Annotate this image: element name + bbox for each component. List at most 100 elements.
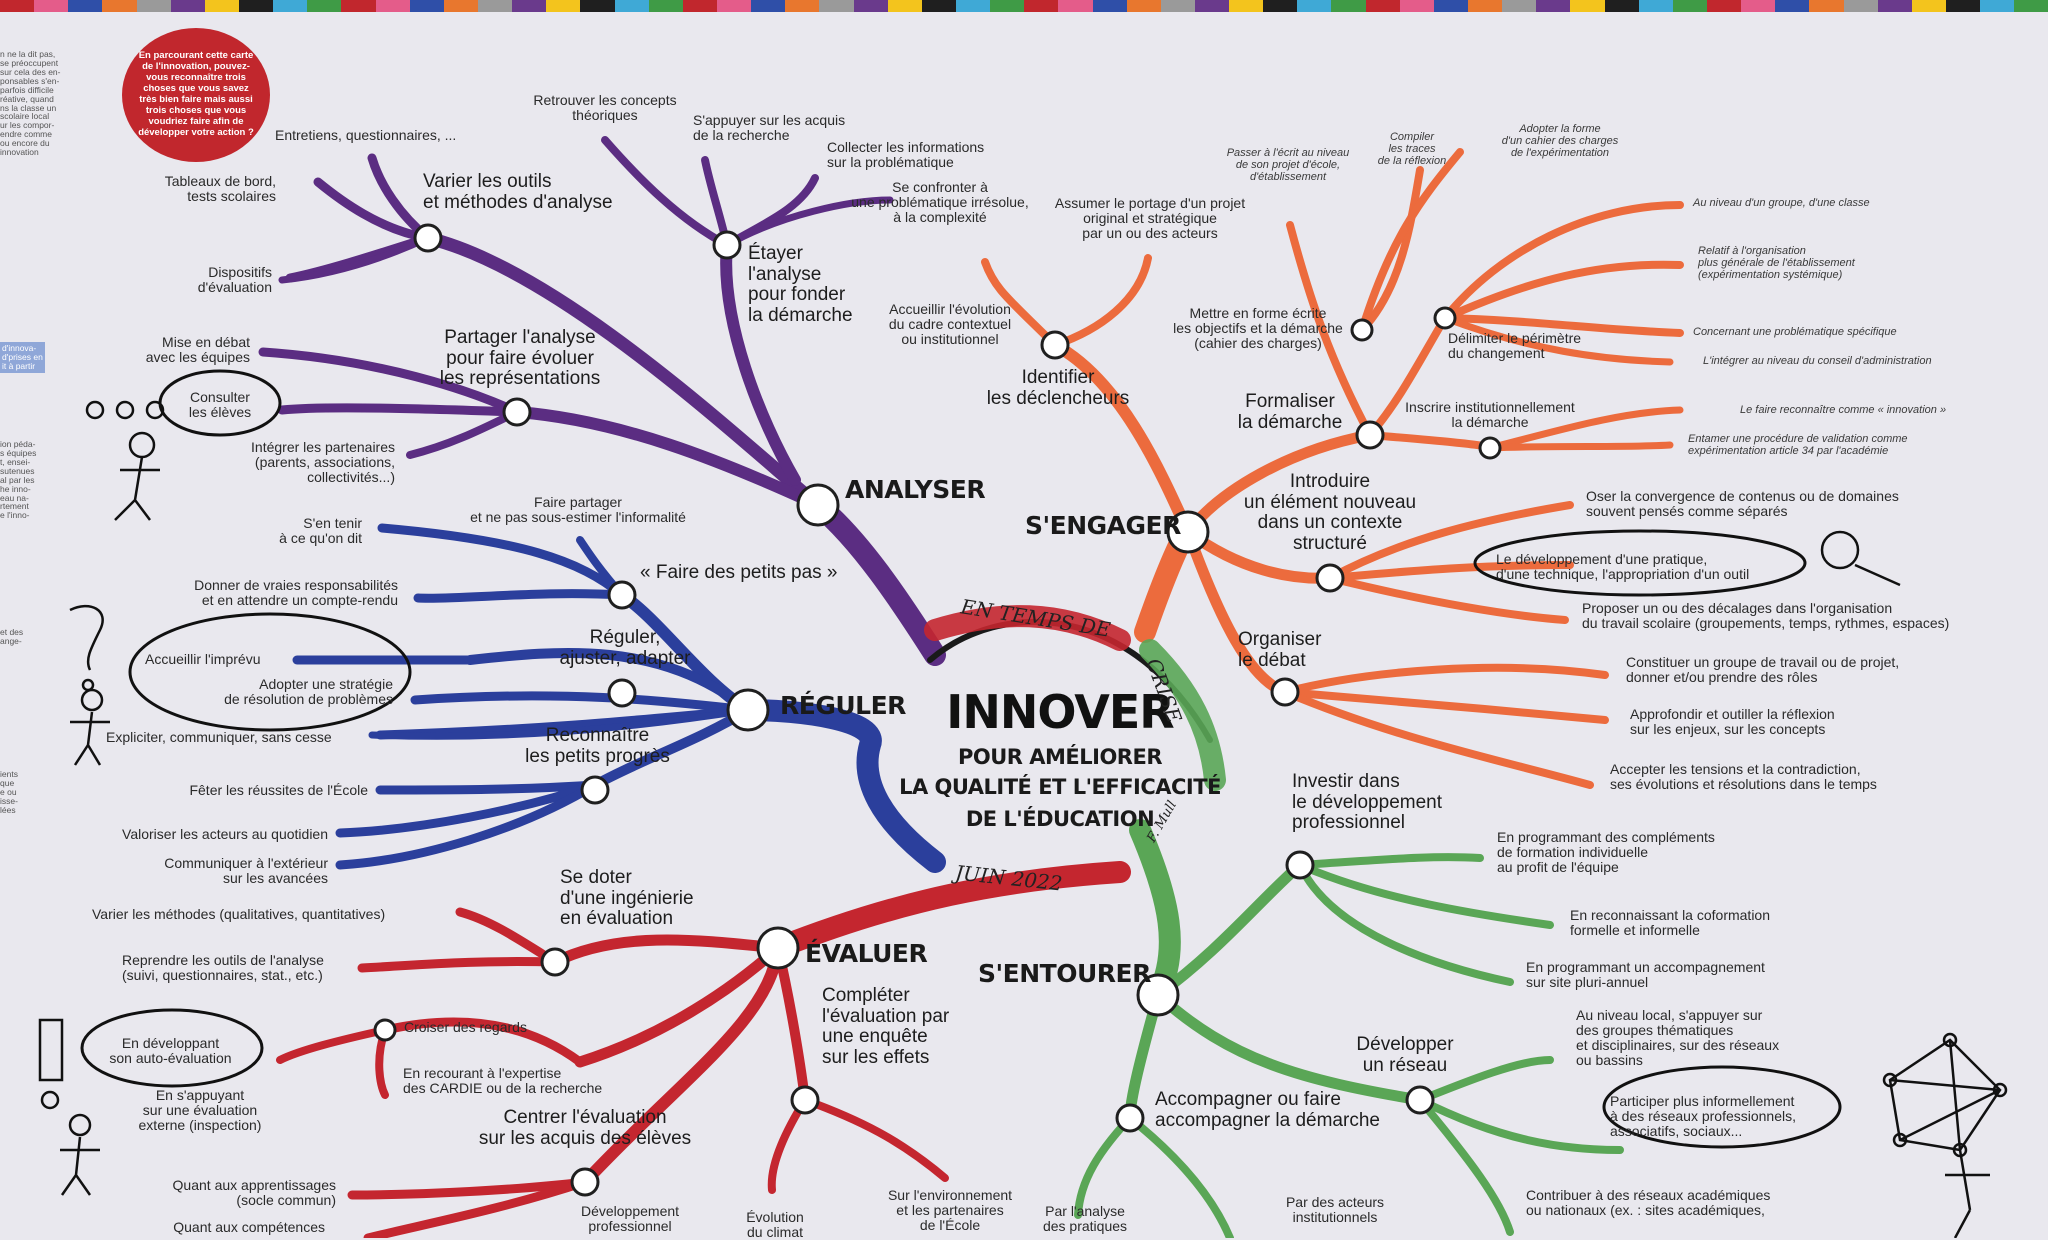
color-strip-swatch	[921, 0, 956, 12]
color-strip-swatch	[1741, 0, 1776, 12]
leaf-varier-methodes: Varier les méthodes (qualitatives, quant…	[92, 906, 386, 922]
center-subtitle-1: POUR AMÉLIORER	[957, 745, 1163, 769]
leaf-inscrire-institutionnellement: Inscrire institutionnellement la démarch…	[1405, 399, 1575, 431]
branch-label-evaluer: ÉVALUER	[805, 939, 928, 968]
color-strip-swatch	[1058, 0, 1093, 12]
leaf-accueillir-evolution: Accueillir l'évolution du cadre contextu…	[888, 301, 1012, 348]
color-strip-swatch	[1911, 0, 1947, 12]
node-developper-reseau: Développer un réseau	[1356, 1034, 1454, 1076]
leaf-environnement: Sur l'environnement et les partenaires d…	[887, 1187, 1013, 1234]
leaf-portage-projet: Assumer le portage d'un projet original …	[1054, 195, 1246, 242]
branch-sentourer	[1074, 819, 1624, 1238]
color-strip-swatch	[1707, 0, 1742, 12]
color-strip-swatch	[273, 0, 308, 12]
node-accompagner-demarche: Accompagner ou faire accompagner la déma…	[1155, 1089, 1380, 1131]
color-strip-swatch	[853, 0, 888, 12]
node-investir-developpement: Investir dans le développement professio…	[1292, 771, 1442, 834]
branch-evaluer	[276, 861, 1131, 1238]
color-strip-swatch	[716, 0, 752, 12]
color-strip-swatch	[1843, 0, 1878, 12]
color-strip-swatch	[1399, 0, 1434, 12]
leaf-niveau-local: Au niveau local, s'appuyer sur des group…	[1576, 1007, 1780, 1069]
leaf-strategie: Adopter une stratégie de résolution de p…	[224, 676, 393, 708]
color-strip-swatch	[1160, 0, 1195, 12]
color-strip-swatch	[887, 0, 922, 12]
leaf-feter-reussites: Fêter les réussites de l'École	[189, 782, 368, 798]
color-strip-swatch	[136, 0, 171, 12]
leaf-accueillir-imprevu: Accueillir l'imprévu	[145, 651, 261, 667]
leaf-informalite: Faire partager et ne pas sous-estimer l'…	[470, 494, 686, 526]
color-strip-swatch	[785, 0, 820, 12]
leaf-appuyer-recherche: S'appuyer sur les acquis de la recherche	[693, 112, 846, 144]
leaf-integrer-partenaires: Intégrer les partenaires (parents, assoc…	[251, 439, 395, 486]
color-strip-swatch	[375, 0, 410, 12]
crisis-arc-red	[924, 605, 1131, 651]
leaf-valoriser-acteurs: Valoriser les acteurs au quotidien	[122, 826, 328, 842]
leaf-constituer-groupe: Constituer un groupe de travail ou de pr…	[1626, 654, 1900, 686]
node-croiser-regards: Croiser des regards	[404, 1019, 527, 1035]
color-strip-swatch	[648, 0, 683, 12]
color-strip-swatch	[443, 0, 478, 12]
leaf-passer-ecrit: Passer à l'écrit au niveau de son projet…	[1226, 147, 1350, 183]
color-strip-swatch	[955, 0, 991, 12]
color-strip-swatch	[1365, 0, 1400, 12]
color-strip-swatch	[0, 0, 35, 12]
branch-label-reguler: RÉGULER	[780, 691, 906, 720]
leaf-accompagnement-site: En programmant un accompagnement sur sit…	[1526, 959, 1765, 991]
leaf-evaluation-externe: En s'appuyant sur une évaluation externe…	[138, 1087, 262, 1134]
node-centrer-evaluation: Centrer l'évaluation sur les acquis des …	[478, 1107, 692, 1149]
leaf-analyse-pratiques: Par l'analyse des pratiques	[1042, 1203, 1128, 1235]
color-strip-swatch	[1468, 0, 1503, 12]
node-completer-evaluation: Compléter l'évaluation par une enquête s…	[822, 985, 950, 1068]
branch-reguler	[292, 523, 946, 873]
color-strip-swatch	[1638, 0, 1673, 12]
leaf-niveau-groupe: Au niveau d'un groupe, d'une classe	[1693, 197, 1870, 209]
color-strip-swatch	[2014, 0, 2048, 12]
node-introduire-element: Introduire un élément nouveau dans un co…	[1243, 471, 1417, 554]
color-strip-swatch	[341, 0, 376, 12]
color-strip-swatch	[1263, 0, 1298, 12]
color-strip-swatch	[1980, 0, 2015, 12]
margin-text-top: n ne la dit pas, se préoccupent sur cela…	[0, 49, 61, 158]
color-strip-swatch	[204, 0, 239, 12]
leaf-procedure-validation: Entamer une procédure de validation comm…	[1688, 433, 1908, 457]
branch-label-sengager: S'ENGAGER	[1025, 511, 1181, 540]
leaf-contribuer-reseaux: Contribuer à des réseaux académiques ou …	[1526, 1187, 1771, 1219]
leaf-problematique-specifique: Concernant une problématique spécifique	[1693, 326, 1897, 338]
margin-text-middle: ion péda- s équipes t, ensei- sutenues a…	[0, 439, 37, 521]
color-strip-swatch	[307, 0, 342, 12]
color-strip-swatch	[1126, 0, 1161, 12]
node-partager-analyse: Partager l'analyse pour faire évoluer le…	[439, 327, 601, 390]
margin-text-bottom: ients que e ou isse- lées	[0, 769, 18, 815]
color-strip-swatch	[1331, 0, 1366, 12]
color-strip-swatch	[409, 0, 444, 12]
color-strip-swatch	[1502, 0, 1537, 12]
color-strip-swatch	[580, 0, 615, 12]
color-strip-swatch	[512, 0, 547, 12]
color-strip-swatch	[546, 0, 581, 12]
center-subtitle-3: DE L'ÉDUCATION	[965, 807, 1155, 831]
color-strip-swatch	[238, 0, 274, 12]
center-title: INNOVER	[946, 685, 1174, 739]
leaf-entretiens: Entretiens, questionnaires, ...	[275, 127, 457, 143]
color-strip-swatch	[1570, 0, 1605, 12]
node-formaliser-demarche: Formaliser la démarche	[1237, 391, 1343, 433]
leaf-retrouver-concepts: Retrouver les concepts théoriques	[533, 92, 677, 124]
color-strip-swatch	[614, 0, 649, 12]
color-strip-swatch	[1092, 0, 1127, 12]
color-strip-swatch	[477, 0, 513, 12]
leaf-expliciter: Expliciter, communiquer, sans cesse	[106, 729, 332, 745]
node-reguler-ajuster: Réguler, ajuster, adapter	[559, 627, 691, 669]
color-strip-swatch	[819, 0, 854, 12]
node-etayer-analyse: Étayer l'analyse pour fonder la démarche	[748, 243, 853, 326]
leaf-competences: Quant aux compétences	[173, 1219, 325, 1235]
color-strip-swatch	[751, 0, 786, 12]
leaf-confronter: Se confronter à une problématique irréso…	[851, 179, 1029, 226]
question-badge: En parcourant cette carte de l'innovatio…	[122, 28, 270, 162]
leaf-tableaux-bord: Tableaux de bord, tests scolaires	[164, 173, 276, 205]
color-strip-swatch	[1024, 0, 1059, 12]
color-strip-swatch	[102, 0, 137, 12]
color-strip-swatch	[1877, 0, 1912, 12]
color-strip-swatch	[1229, 0, 1264, 12]
